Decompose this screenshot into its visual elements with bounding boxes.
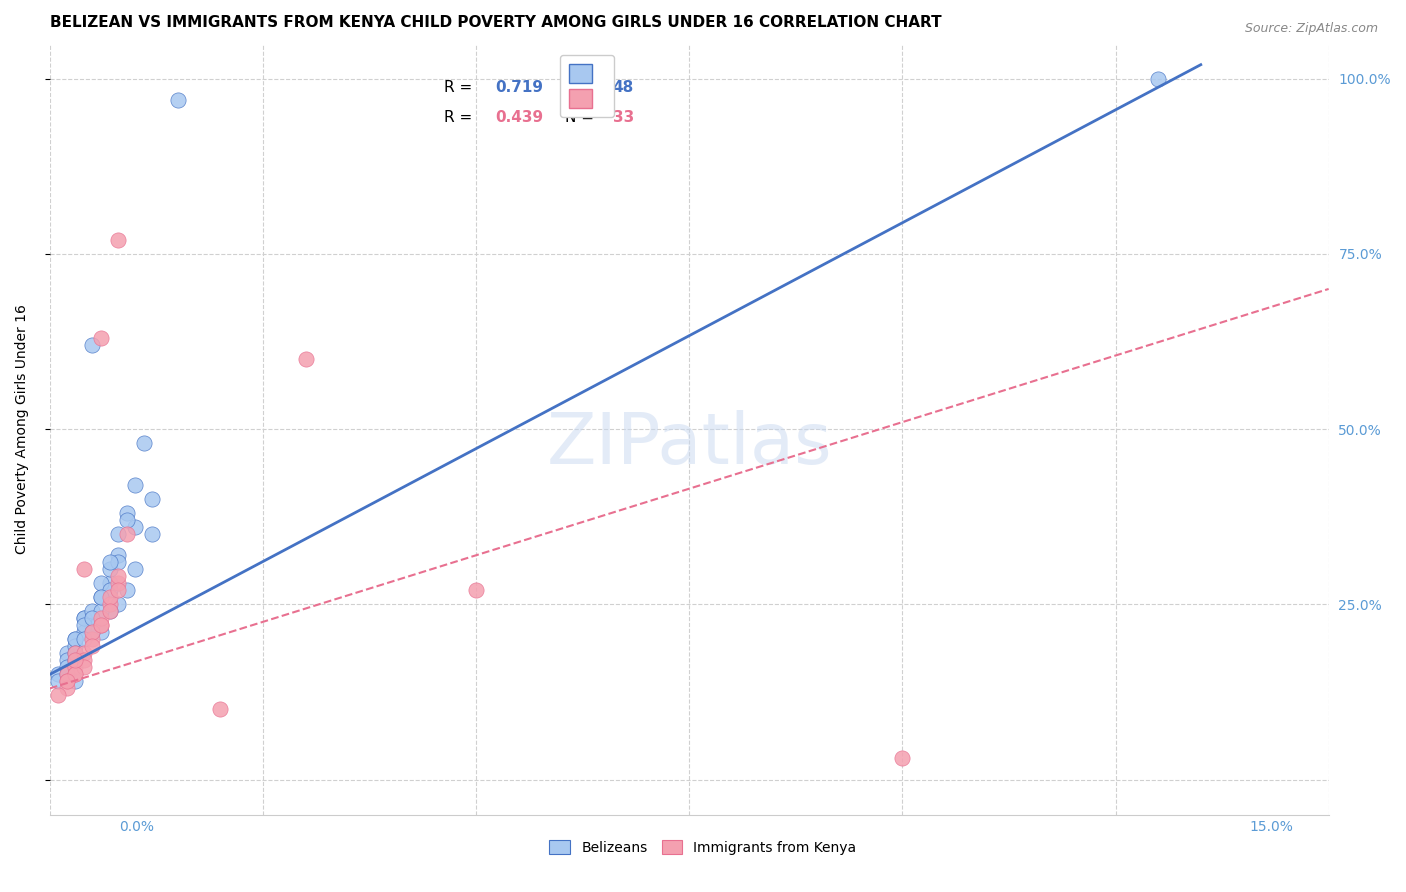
Point: [107, 527, 129, 541]
Point: [82, 640, 104, 654]
Point: [73, 618, 96, 632]
Point: [65, 674, 87, 689]
Point: [48, 667, 70, 681]
Point: [73, 562, 96, 576]
Point: [73, 611, 96, 625]
Point: [107, 548, 129, 562]
Point: [98, 562, 121, 576]
Point: [73, 660, 96, 674]
Point: [65, 640, 87, 654]
Point: [115, 527, 138, 541]
Point: [98, 597, 121, 611]
Text: 48: 48: [613, 80, 634, 95]
Point: [98, 604, 121, 618]
Text: N =: N =: [565, 111, 599, 125]
Point: [65, 646, 87, 660]
Point: [107, 233, 129, 247]
Point: [141, 492, 163, 507]
Point: [65, 653, 87, 667]
Point: [107, 583, 129, 598]
Text: 0.719: 0.719: [495, 80, 543, 95]
Point: [65, 646, 87, 660]
Text: 0.0%: 0.0%: [120, 821, 155, 834]
Point: [65, 632, 87, 647]
Point: [115, 506, 138, 520]
Point: [294, 352, 316, 367]
Point: [90, 618, 112, 632]
Text: Source: ZipAtlas.com: Source: ZipAtlas.com: [1244, 22, 1378, 36]
Point: [56, 646, 79, 660]
Legend: Belizeans, Immigrants from Kenya: Belizeans, Immigrants from Kenya: [544, 834, 862, 860]
Point: [82, 618, 104, 632]
Point: [56, 667, 79, 681]
Point: [48, 674, 70, 689]
Point: [65, 632, 87, 647]
Point: [124, 520, 146, 534]
Point: [465, 583, 488, 598]
Point: [56, 653, 79, 667]
Point: [73, 611, 96, 625]
Point: [82, 632, 104, 647]
Point: [209, 702, 232, 716]
Text: R =: R =: [444, 111, 477, 125]
Point: [65, 660, 87, 674]
Y-axis label: Child Poverty Among Girls Under 16: Child Poverty Among Girls Under 16: [15, 304, 30, 554]
Point: [90, 611, 112, 625]
Point: [56, 674, 79, 689]
Text: 33: 33: [613, 111, 634, 125]
Point: [65, 667, 87, 681]
Point: [73, 625, 96, 640]
Point: [891, 751, 914, 765]
Point: [82, 625, 104, 640]
Point: [115, 583, 138, 598]
Point: [90, 625, 112, 640]
Point: [90, 618, 112, 632]
Text: ZIPatlas: ZIPatlas: [547, 410, 832, 479]
Point: [98, 583, 121, 598]
Point: [107, 576, 129, 591]
Point: [65, 667, 87, 681]
Point: [56, 667, 79, 681]
Point: [90, 576, 112, 591]
Point: [1147, 71, 1170, 86]
Point: [107, 597, 129, 611]
Point: [73, 632, 96, 647]
Point: [82, 625, 104, 640]
Point: [73, 653, 96, 667]
Point: [107, 569, 129, 583]
Point: [82, 611, 104, 625]
Point: [90, 331, 112, 345]
Point: [107, 555, 129, 569]
Point: [98, 604, 121, 618]
Text: N =: N =: [565, 80, 599, 95]
Text: 0.439: 0.439: [495, 111, 543, 125]
Point: [124, 478, 146, 492]
Point: [98, 591, 121, 605]
Point: [82, 604, 104, 618]
Point: [82, 618, 104, 632]
Point: [141, 527, 163, 541]
Text: 15.0%: 15.0%: [1250, 821, 1294, 834]
Point: [65, 653, 87, 667]
Point: [98, 576, 121, 591]
Text: BELIZEAN VS IMMIGRANTS FROM KENYA CHILD POVERTY AMONG GIRLS UNDER 16 CORRELATION: BELIZEAN VS IMMIGRANTS FROM KENYA CHILD …: [49, 15, 942, 30]
Point: [124, 562, 146, 576]
Point: [132, 436, 155, 450]
Point: [98, 555, 121, 569]
Point: [90, 604, 112, 618]
Legend: , : ,: [560, 55, 613, 117]
Point: [115, 513, 138, 527]
Point: [73, 646, 96, 660]
Point: [56, 660, 79, 674]
Point: [90, 591, 112, 605]
Point: [90, 591, 112, 605]
Point: [166, 93, 188, 107]
Text: R =: R =: [444, 80, 477, 95]
Point: [56, 681, 79, 696]
Point: [82, 338, 104, 352]
Point: [48, 689, 70, 703]
Point: [56, 674, 79, 689]
